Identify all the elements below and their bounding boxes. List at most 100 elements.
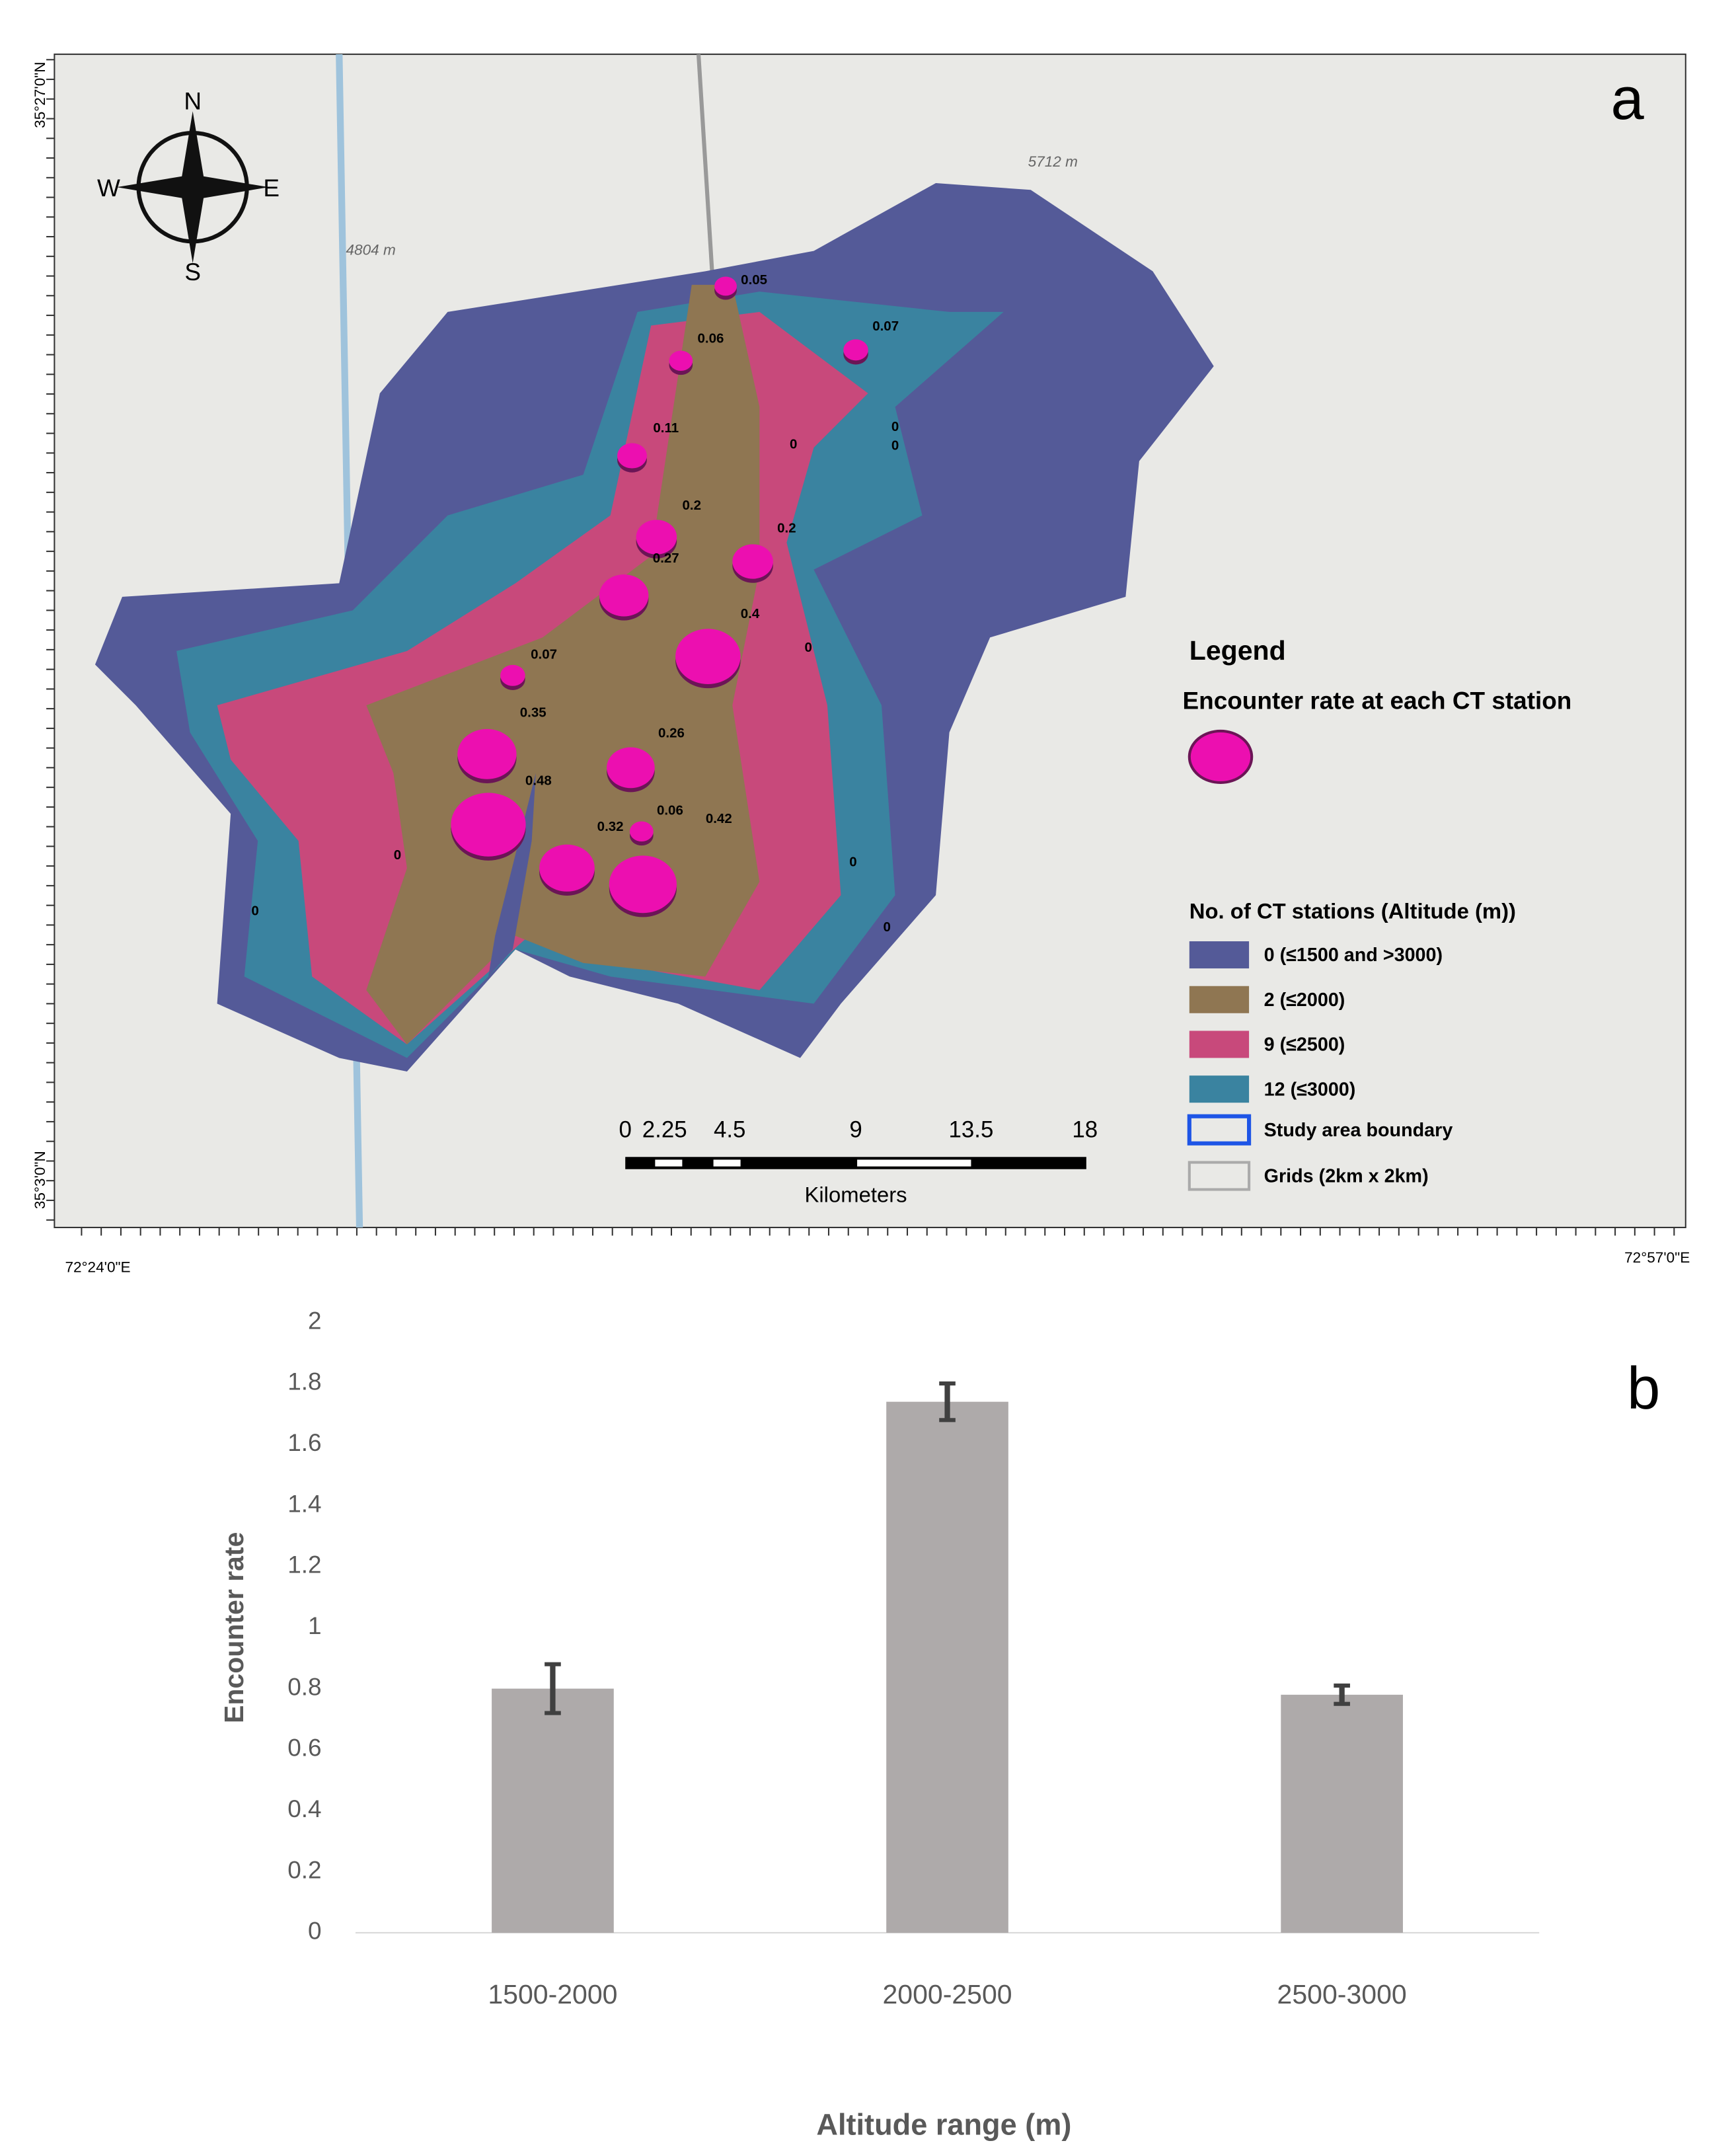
legend-circle	[1188, 729, 1254, 784]
station-label: 0.06	[657, 802, 683, 818]
station-label: 0	[251, 903, 258, 918]
station-circle	[607, 747, 655, 789]
y-tick-label: 1	[308, 1612, 322, 1639]
y-tick-label: 0.8	[287, 1673, 321, 1700]
y-tick-label: 1.4	[287, 1490, 321, 1517]
station-label: 0	[790, 436, 797, 451]
station-label: 0	[891, 419, 899, 434]
lat-label: 35°3'0"N	[32, 1151, 48, 1209]
x-tick-label: 2000-2500	[882, 1979, 1012, 2009]
scale-bar	[625, 1157, 1086, 1169]
legend-label: 2 (≤2000)	[1264, 990, 1345, 1011]
station-circle	[451, 793, 526, 857]
elevation: 5712 m	[1028, 153, 1078, 170]
scale-label: 0	[619, 1117, 632, 1143]
lon-label: 72°57'0"E	[1624, 1249, 1690, 1266]
station-label: 0.06	[698, 331, 724, 346]
y-tick-label: 0.6	[287, 1734, 321, 1762]
error-bar	[545, 1662, 561, 1715]
scale-label: 4.5	[714, 1117, 745, 1143]
x-tick-label: 2500-3000	[1277, 1979, 1407, 2009]
station-label: 0.27	[653, 551, 679, 566]
scale-label: 2.25	[642, 1117, 687, 1143]
lat-label: 35°27'0"N	[32, 61, 48, 128]
legend-label: Study area boundary	[1264, 1120, 1453, 1141]
station-label: 0.26	[658, 725, 685, 740]
scale-bar-segment	[857, 1159, 971, 1167]
station-circle	[539, 844, 595, 892]
compass-s: S	[184, 258, 201, 286]
station-label: 0	[849, 854, 856, 869]
station-label: 0.42	[706, 811, 732, 826]
station-label: 0.32	[597, 819, 624, 834]
error-bar	[939, 1381, 956, 1422]
y-tick-label: 0	[308, 1918, 322, 1945]
legend-title: Legend	[1189, 635, 1286, 666]
y-tick-label: 2	[308, 1307, 322, 1334]
legend-label: 0 (≤1500 and >3000)	[1264, 945, 1443, 966]
station-circle	[609, 855, 677, 914]
station-label: 0.07	[531, 646, 557, 662]
station-label: 0.05	[741, 272, 767, 288]
legend-label: 12 (≤3000)	[1264, 1079, 1356, 1100]
bar	[492, 1688, 614, 1933]
station-label: 0.4	[741, 606, 760, 621]
scale-unit: Kilometers	[804, 1182, 907, 1206]
scale-bar-segment	[713, 1159, 741, 1167]
scale-bar-body	[625, 1157, 1086, 1169]
station-label: 0.48	[525, 773, 552, 788]
legend-subtitle: Encounter rate at each CT station	[1183, 687, 1572, 715]
station-circle	[617, 443, 647, 469]
scale-label: 18	[1072, 1117, 1098, 1143]
y-axis-title: Encounter rate	[219, 1532, 249, 1723]
legend-swatch	[1189, 1075, 1250, 1103]
y-tick-label: 0.2	[287, 1856, 321, 1883]
elevation: 4804 m	[346, 242, 396, 258]
legend-zones: 0 (≤1500 and >3000) 2 (≤2000) 9 (≤2500) 12 …	[1189, 941, 1443, 1103]
legend-label: 9 (≤2500)	[1264, 1034, 1345, 1056]
station-label: 0.35	[520, 705, 547, 721]
bar	[1281, 1694, 1403, 1933]
panel-label: b	[1627, 1355, 1660, 1422]
road	[696, 54, 714, 272]
y-tick-label: 1.6	[287, 1429, 321, 1456]
station-label: 0.2	[683, 498, 702, 513]
compass	[116, 111, 269, 264]
x-axis-title: Altitude range (m)	[816, 2107, 1071, 2141]
zone-brown	[366, 284, 760, 1044]
station-circle	[457, 728, 517, 779]
station-circle	[500, 664, 525, 686]
compass-w: W	[97, 175, 120, 202]
station-circle	[599, 574, 649, 617]
station-circle	[636, 520, 677, 555]
compass-e: E	[263, 175, 280, 202]
bar	[886, 1401, 1008, 1933]
scale-label: 13.5	[948, 1117, 993, 1143]
scale-label: 9	[849, 1117, 862, 1143]
legend-subtitle: No. of CT stations (Altitude (m))	[1189, 899, 1516, 923]
station-label: 0.2	[777, 521, 796, 536]
legend-swatch	[1189, 986, 1250, 1013]
compass-star	[116, 111, 269, 264]
station-label: 0	[805, 640, 812, 655]
station-circle	[714, 276, 737, 296]
lon-label: 72°24'0"E	[65, 1259, 130, 1275]
legend-label: Grids (2km x 2km)	[1264, 1166, 1429, 1187]
station-label: 0	[394, 847, 401, 863]
station-circle	[732, 544, 773, 579]
station-label: 0.07	[872, 319, 899, 334]
panel-label: a	[1610, 65, 1644, 132]
station-circle	[675, 629, 741, 684]
y-tick-label: 1.8	[287, 1368, 321, 1395]
station-label: 0.11	[653, 420, 679, 436]
station-label: 0	[884, 919, 891, 935]
y-tick-label: 1.2	[287, 1551, 321, 1578]
station-circle	[843, 339, 868, 361]
legend-swatch	[1189, 1031, 1250, 1058]
station-circle	[669, 350, 693, 371]
station-circle	[629, 821, 654, 841]
compass-n: N	[184, 88, 202, 115]
boundary-swatch	[1187, 1114, 1252, 1146]
grid-swatch	[1188, 1161, 1251, 1191]
